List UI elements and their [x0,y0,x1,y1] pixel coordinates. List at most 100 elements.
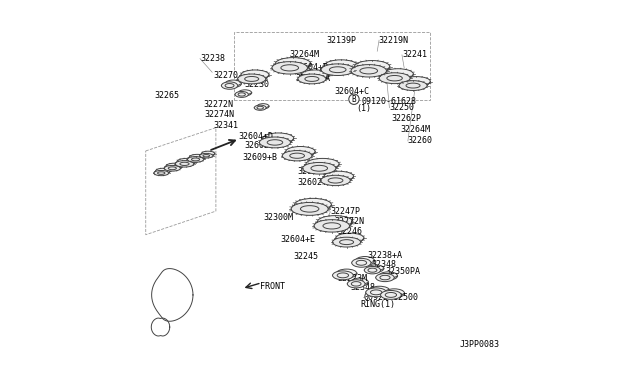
Ellipse shape [351,65,387,77]
Text: 32604+C: 32604+C [334,87,369,96]
Text: 32139P: 32139P [326,36,356,45]
Ellipse shape [333,271,353,280]
Ellipse shape [177,158,196,165]
Text: 32604+B: 32604+B [293,63,328,72]
Ellipse shape [282,151,312,161]
Ellipse shape [367,265,384,272]
Ellipse shape [156,168,170,173]
Text: 32602+A: 32602+A [297,178,332,187]
Ellipse shape [314,220,349,232]
Ellipse shape [157,172,165,174]
Text: 32230: 32230 [244,80,269,89]
Ellipse shape [387,76,403,81]
Text: 32260: 32260 [408,137,433,145]
Ellipse shape [164,166,180,171]
Ellipse shape [336,269,357,278]
Text: 32300M: 32300M [264,213,294,222]
Ellipse shape [355,257,374,265]
Ellipse shape [379,272,397,280]
Ellipse shape [384,289,404,298]
Ellipse shape [303,163,336,174]
Ellipse shape [257,106,264,109]
Ellipse shape [300,206,319,212]
Ellipse shape [268,140,283,145]
Ellipse shape [298,74,326,84]
Ellipse shape [351,282,361,286]
Ellipse shape [382,69,413,80]
Ellipse shape [324,60,358,71]
Ellipse shape [380,275,390,280]
Text: 32219N: 32219N [378,36,408,45]
Ellipse shape [239,90,252,96]
Ellipse shape [311,166,328,171]
Ellipse shape [323,223,340,229]
Text: 32609+B: 32609+B [243,153,278,162]
Text: 32245: 32245 [293,252,319,262]
Ellipse shape [305,77,319,81]
Ellipse shape [364,266,381,274]
Text: 32264M: 32264M [290,51,320,60]
Text: 32341: 32341 [214,121,239,129]
Text: 32223M: 32223M [338,274,368,283]
Ellipse shape [175,161,194,167]
Ellipse shape [348,280,365,288]
Ellipse shape [154,170,168,176]
Ellipse shape [321,175,350,186]
Ellipse shape [340,240,353,244]
Ellipse shape [200,153,213,158]
Ellipse shape [360,68,378,74]
Ellipse shape [376,273,394,282]
Ellipse shape [191,158,200,161]
Ellipse shape [238,93,245,96]
Ellipse shape [333,237,360,247]
Ellipse shape [188,157,204,162]
Text: 32602+A: 32602+A [244,141,279,150]
Text: 32348: 32348 [350,283,375,292]
Text: J3PP0083: J3PP0083 [460,340,500,349]
Ellipse shape [324,171,353,182]
Text: 00922-12500: 00922-12500 [364,293,419,302]
Ellipse shape [369,286,390,295]
Text: 09120-61628: 09120-61628 [362,97,417,106]
Text: 32604+E: 32604+E [280,235,316,244]
Text: 32247P: 32247P [330,207,360,217]
Ellipse shape [257,104,269,109]
Ellipse shape [371,290,382,295]
Ellipse shape [166,163,182,169]
Ellipse shape [180,162,189,166]
Ellipse shape [254,105,266,110]
Ellipse shape [355,61,390,73]
Ellipse shape [259,137,291,148]
Text: 32238+A: 32238+A [367,251,403,260]
Text: 32604+D: 32604+D [238,132,273,141]
Ellipse shape [328,178,343,183]
Ellipse shape [241,70,269,80]
Ellipse shape [385,292,397,297]
Ellipse shape [356,260,367,265]
Text: 32350PA: 32350PA [386,267,420,276]
Ellipse shape [237,74,266,84]
Ellipse shape [317,216,353,228]
Ellipse shape [291,202,328,215]
Ellipse shape [189,154,205,160]
Ellipse shape [275,58,311,70]
Ellipse shape [349,94,359,105]
Ellipse shape [290,153,305,158]
Ellipse shape [202,151,215,156]
Ellipse shape [221,82,237,89]
Ellipse shape [244,77,259,81]
Text: 32270: 32270 [213,71,238,80]
Ellipse shape [399,81,427,90]
Text: 32265: 32265 [155,91,180,100]
Text: (1): (1) [356,104,371,113]
Text: 32600M: 32600M [297,167,327,176]
Ellipse shape [294,198,332,211]
Ellipse shape [366,288,387,297]
Ellipse shape [281,65,299,71]
Text: 32246: 32246 [338,227,363,235]
Ellipse shape [235,92,248,97]
Ellipse shape [203,154,210,157]
Text: 32262P: 32262P [391,114,421,123]
Text: 32241: 32241 [402,51,427,60]
Ellipse shape [403,77,430,86]
